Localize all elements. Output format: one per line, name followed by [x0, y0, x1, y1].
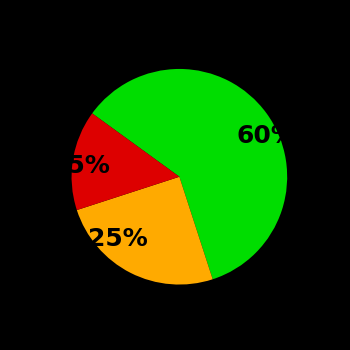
Wedge shape — [72, 113, 179, 210]
Text: 15%: 15% — [50, 154, 110, 178]
Text: 25%: 25% — [88, 227, 148, 251]
Wedge shape — [77, 177, 213, 285]
Wedge shape — [92, 69, 287, 279]
Text: 60%: 60% — [236, 124, 296, 148]
